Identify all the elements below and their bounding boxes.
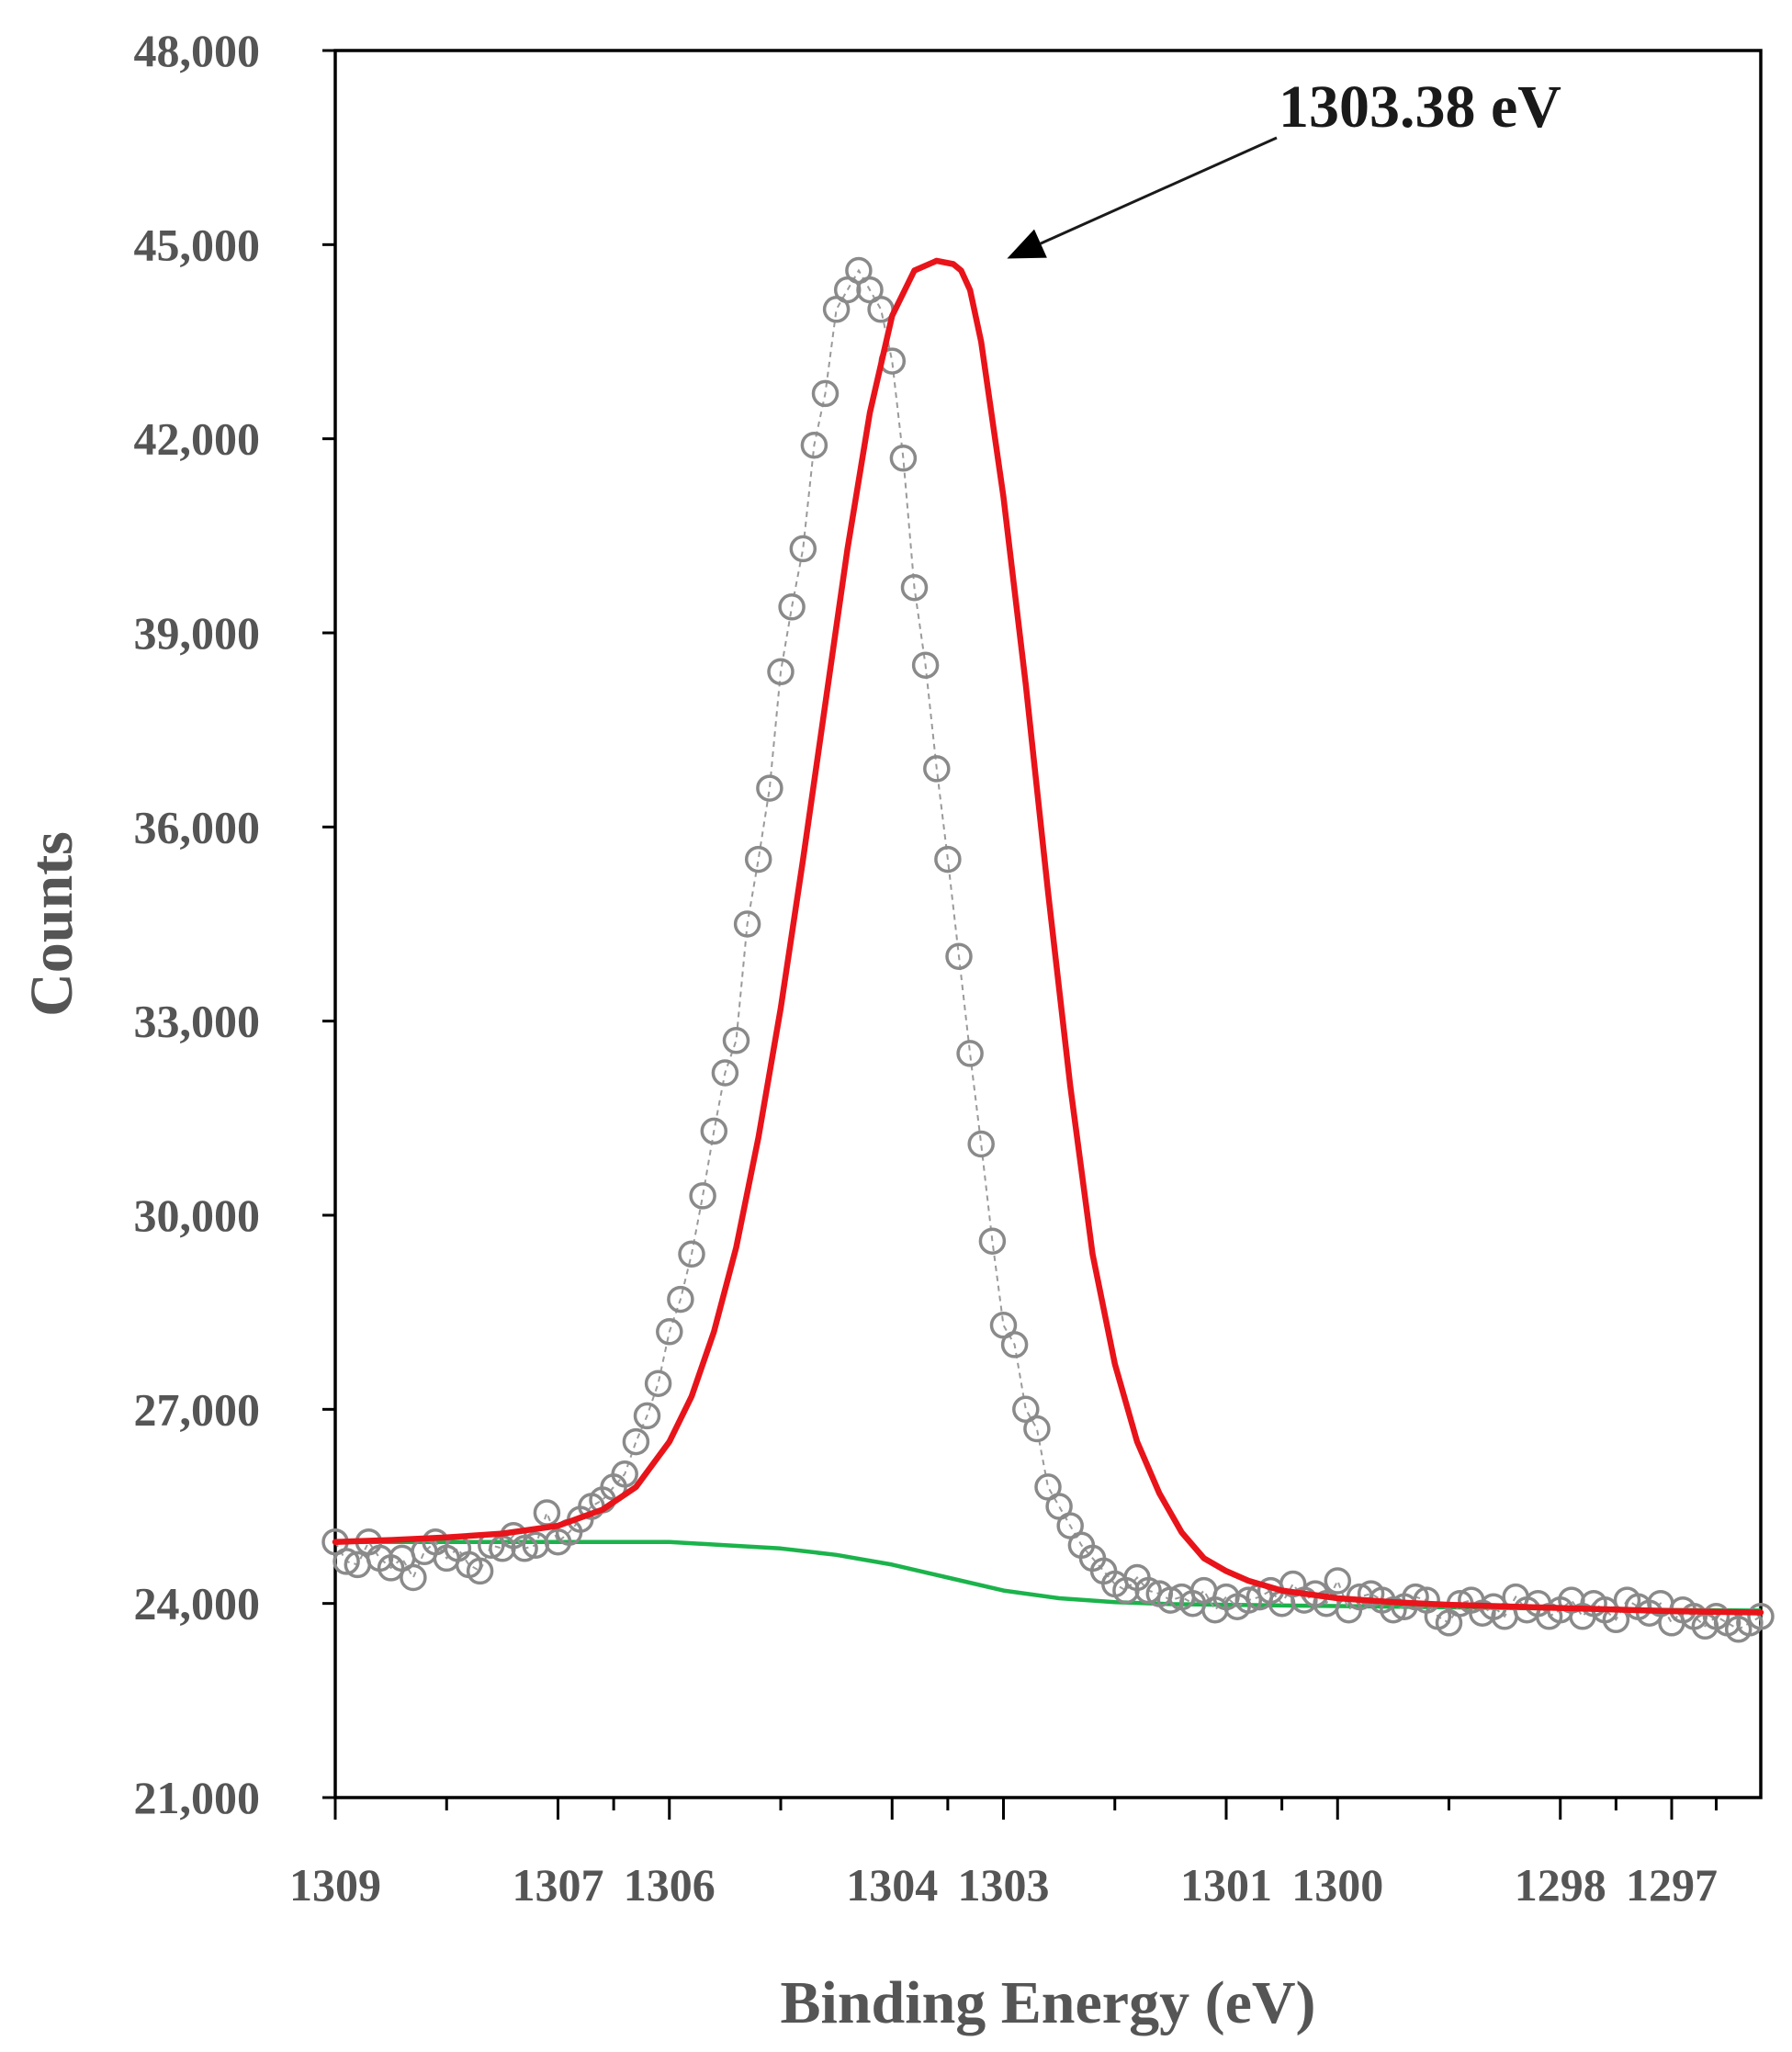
data-point: [400, 1563, 427, 1592]
data-point: [733, 910, 761, 938]
data-point: [656, 1318, 683, 1346]
data-point: [644, 1370, 672, 1397]
y-tick-label: 21,000: [134, 1772, 261, 1823]
x-tick-label: 1303: [958, 1859, 1050, 1911]
annotation-arrow-line: [1040, 136, 1278, 245]
data-point: [511, 1535, 538, 1562]
data-point: [678, 1240, 705, 1268]
data-point: [900, 573, 929, 602]
y-tick-label: 45,000: [134, 219, 261, 270]
data-point: [800, 431, 828, 459]
x-axis: 1309 1307 1306 1304 1303 1301 1300 1298 1297: [289, 1798, 1718, 1911]
fit-line: [332, 257, 1764, 1616]
plot-frame: [333, 49, 1763, 1799]
data-point: [633, 1402, 661, 1430]
x-tick-label: 1300: [1291, 1859, 1383, 1911]
y-tick-label: 27,000: [134, 1383, 261, 1435]
data-point: [744, 845, 772, 874]
data-point: [934, 845, 962, 874]
data-point: [667, 1285, 694, 1314]
data-point: [978, 1227, 1007, 1255]
data-point: [1023, 1415, 1051, 1443]
x-tick-label: 1301: [1180, 1859, 1272, 1911]
data-point: [956, 1040, 984, 1067]
data-point: [611, 1460, 638, 1488]
data-point: [923, 755, 951, 783]
data-point: [945, 942, 973, 970]
data-point: [700, 1117, 728, 1145]
plot-area: [321, 49, 1775, 1799]
y-tick-label: 30,000: [134, 1189, 261, 1241]
y-tick-label: 48,000: [134, 25, 261, 76]
data-point: [1380, 1595, 1407, 1624]
data-point: [1134, 1576, 1162, 1605]
data-point: [1234, 1586, 1263, 1614]
data-point: [1324, 1567, 1352, 1595]
y-tick-label: 24,000: [134, 1578, 261, 1629]
x-tick-label: 1298: [1515, 1859, 1606, 1911]
y-tick-label: 36,000: [134, 801, 261, 852]
data-point: [778, 593, 806, 621]
data-point: [889, 445, 918, 472]
data-point: [722, 1027, 750, 1054]
y-tick-label: 33,000: [134, 996, 261, 1047]
annotation-label: 1303.38 eV: [1279, 73, 1561, 141]
data-point: [332, 1548, 360, 1575]
data-point: [811, 379, 840, 408]
data-point: [1402, 1583, 1429, 1611]
x-tick-label: 1309: [289, 1859, 381, 1911]
x-tick-label: 1304: [846, 1859, 938, 1911]
data-point: [622, 1427, 650, 1456]
y-axis-title: Counts: [18, 831, 85, 1017]
data-point: [466, 1557, 494, 1585]
peak-annotation: 1303.38 eV: [1007, 73, 1561, 259]
x-tick-label: 1307: [513, 1859, 604, 1911]
y-axis: 21,000 24,000 27,000 30,000 33,000 36,000 39,0…: [134, 25, 335, 1823]
x-tick-label: 1297: [1626, 1859, 1718, 1911]
x-tick-label: 1306: [624, 1859, 716, 1911]
data-point: [967, 1130, 995, 1158]
data-point: [711, 1059, 739, 1087]
data-point: [689, 1182, 716, 1210]
data-point: [1747, 1603, 1775, 1630]
data-point: [1000, 1331, 1029, 1359]
annotation-arrowhead: [1007, 229, 1047, 259]
y-tick-label: 39,000: [134, 607, 261, 659]
y-tick-label: 42,000: [134, 413, 261, 465]
data-point: [911, 651, 940, 679]
x-axis-title: Binding Energy (eV): [780, 1969, 1315, 2036]
data-point: [756, 774, 783, 802]
fit-series: [332, 257, 1764, 1616]
data-point: [789, 535, 817, 563]
data-point: [767, 658, 795, 686]
